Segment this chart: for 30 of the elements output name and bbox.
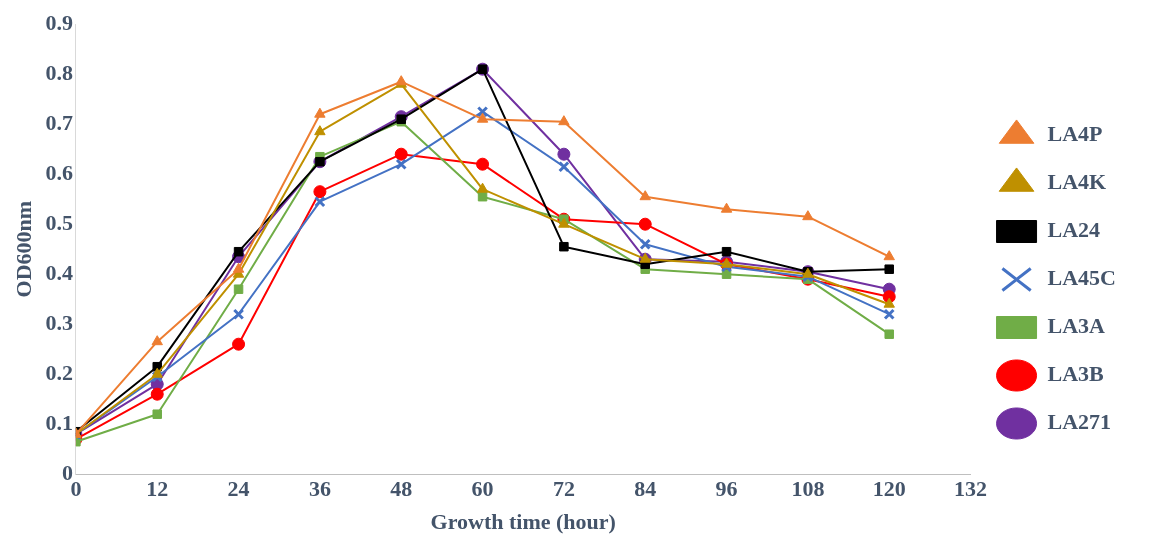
x-tick-label: 12	[146, 476, 169, 502]
y-tick-label: 0.4	[45, 259, 73, 285]
x-tick-label: 60	[471, 476, 494, 502]
x-tick-label: 120	[872, 476, 906, 502]
y-tick-label: 0.7	[45, 109, 73, 135]
x-tick-label: 108	[791, 476, 825, 502]
x-tick-label: 96	[715, 476, 738, 502]
x-tick-label: 84	[634, 476, 657, 502]
legend-label: LA3A	[1047, 313, 1106, 339]
y-tick-label: 0.3	[45, 309, 73, 335]
y-tick-label: 0.6	[45, 159, 73, 185]
x-tick-label: 72	[552, 476, 575, 502]
legend-label: LA4K	[1047, 169, 1107, 195]
y-tick-label: 0.9	[45, 9, 73, 35]
x-axis-title: Growth time (hour)	[430, 509, 616, 535]
legend-label: LA3B	[1047, 361, 1105, 387]
x-tick-label: 24	[227, 476, 250, 502]
x-tick-label: 132	[954, 476, 988, 502]
y-tick-label: 0.2	[45, 359, 73, 385]
legend-label: LA24	[1047, 217, 1101, 243]
x-tick-label: 36	[308, 476, 331, 502]
y-tick-label: 0.1	[45, 409, 73, 435]
y-tick-label: 0.8	[45, 59, 73, 85]
y-tick-label: 0.5	[45, 209, 73, 235]
x-tick-label: 48	[390, 476, 413, 502]
y-axis-title: OD600nm	[10, 200, 36, 298]
legend-label: LA45C	[1047, 265, 1116, 291]
y-tick-label: 0	[61, 459, 73, 485]
legend-label: LA4P	[1047, 121, 1103, 147]
legend-label: LA271	[1047, 409, 1112, 435]
